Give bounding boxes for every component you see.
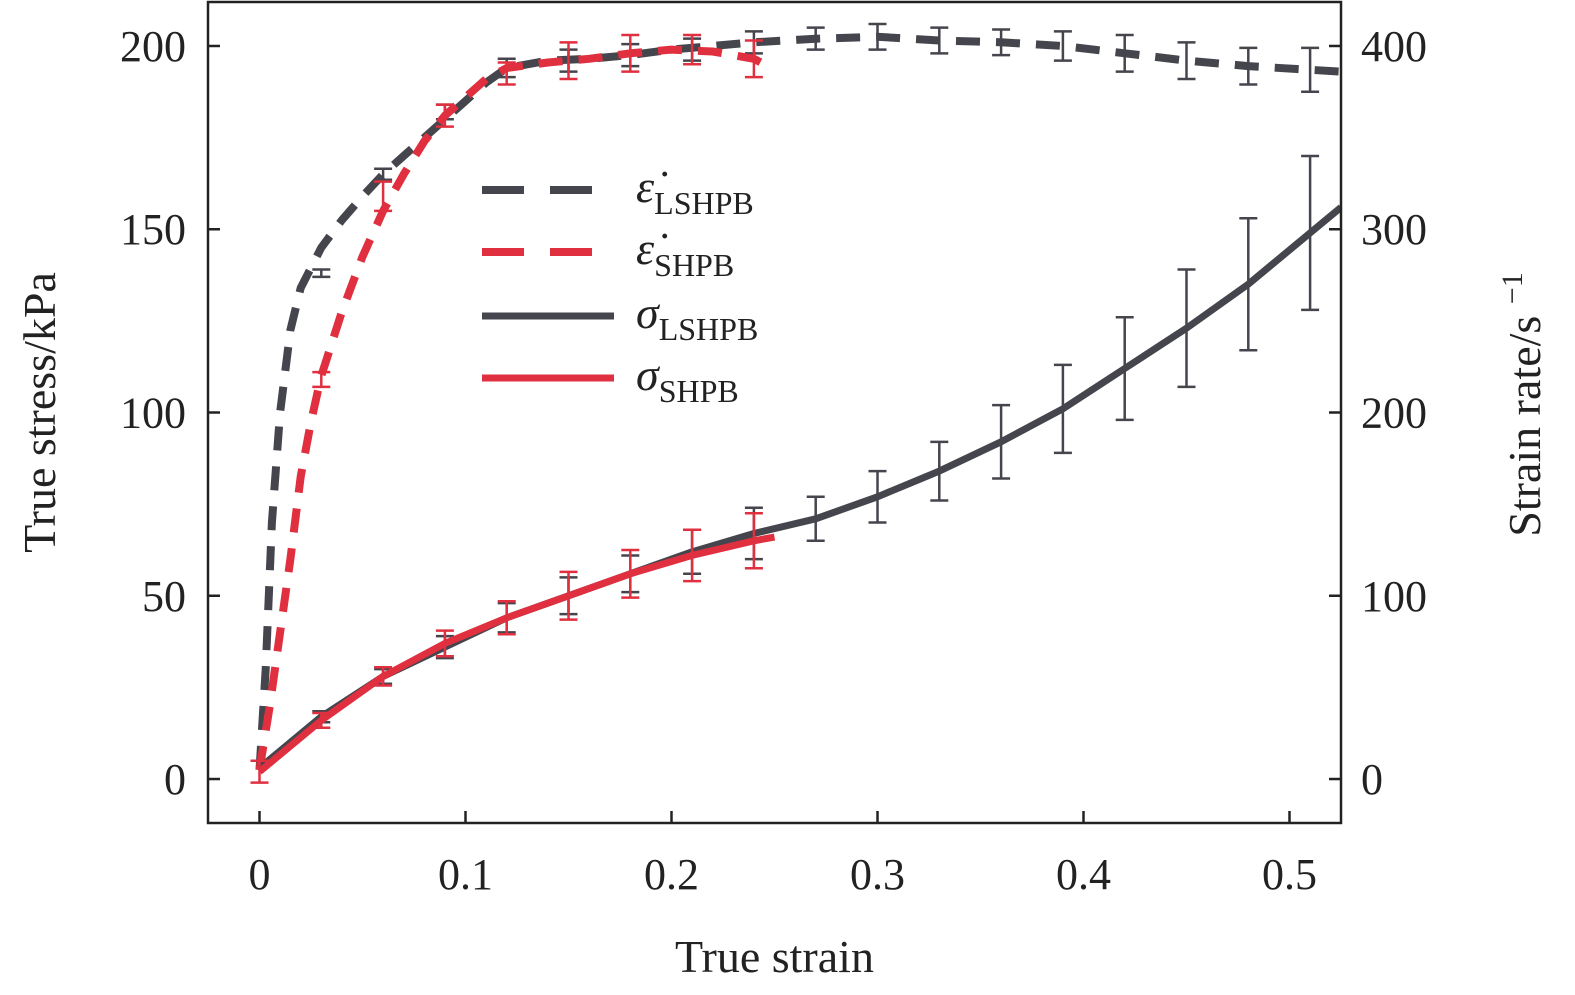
legend-symbol: σ xyxy=(636,287,661,338)
error-bar-strain-rate-lshpb xyxy=(1301,46,1320,94)
plot-frame xyxy=(206,0,1343,825)
error-bar-stress-shpb xyxy=(250,759,269,784)
error-bar-stress-lshpb xyxy=(930,440,949,502)
series-line-strain-rate-shpb xyxy=(255,45,767,771)
error-bar-strain-rate-shpb xyxy=(744,39,763,79)
x-tick-label: 0 xyxy=(249,850,271,899)
error-bar-stress-shpb xyxy=(559,570,578,621)
y-left-tick-label: 200 xyxy=(120,22,186,71)
error-bar-stress-lshpb xyxy=(1239,216,1258,352)
error-bar-strain-rate-shpb xyxy=(312,370,331,389)
error-bar-stress-shpb xyxy=(683,528,702,583)
legend-subscript: SHPB xyxy=(654,247,734,283)
legend-subscript: LSHPB xyxy=(654,185,754,221)
y-right-tick-label: 0 xyxy=(1361,755,1383,804)
legend-subscript: LSHPB xyxy=(659,311,759,347)
legend-item-stress-lshpb: σLSHPB xyxy=(482,287,758,347)
y-right-tick-label: 300 xyxy=(1361,205,1427,254)
legend-subscript: SHPB xyxy=(659,373,739,409)
error-bar-strain-rate-lshpb xyxy=(868,22,887,51)
legend-label: ε̇SHPB xyxy=(636,223,734,283)
error-bar-strain-rate-lshpb xyxy=(930,26,949,55)
error-bar-strain-rate-lshpb xyxy=(992,28,1011,57)
y-axis-right-title: Strain rate/s −1 xyxy=(1496,272,1550,536)
x-axis-title: True strain xyxy=(675,931,874,982)
y-left-tick-label: 0 xyxy=(164,755,186,804)
error-bar-stress-lshpb xyxy=(992,403,1011,480)
y-right-tick-label: 100 xyxy=(1361,572,1427,621)
error-bar-stress-lshpb xyxy=(806,495,825,543)
legend-label: ε̇LSHPB xyxy=(636,161,754,221)
series-stress-lshpb xyxy=(257,154,1341,771)
x-tick-label: 0.5 xyxy=(1262,850,1317,899)
y-right-tick-label: 200 xyxy=(1361,389,1427,438)
y-left-tick-label: 50 xyxy=(142,572,186,621)
error-bar-strain-rate-shpb xyxy=(559,41,578,81)
series-strain-rate-lshpb xyxy=(255,22,1341,771)
y-axis-left-title: True stress/kPa xyxy=(14,272,65,553)
legend-label: σLSHPB xyxy=(636,287,758,347)
y-axis-right-title-text: Strain rate/s xyxy=(1499,316,1550,537)
error-bar-strain-rate-shpb xyxy=(374,180,393,213)
series-line-stress-shpb xyxy=(257,533,776,775)
error-bar-strain-rate-shpb xyxy=(683,33,702,66)
error-bar-stress-shpb xyxy=(497,600,516,636)
error-bar-stress-shpb xyxy=(435,629,454,658)
axes: 0 0.1 0.2 0.3 0.4 0.5 0 50 100 150 200 0 100 200 300 40… xyxy=(120,22,1427,899)
legend-item-stress-shpb: σSHPB xyxy=(482,349,739,409)
error-bar-strain-rate-lshpb xyxy=(374,167,393,182)
error-bar-stress-shpb xyxy=(374,665,393,687)
series-strain-rate-shpb xyxy=(255,33,767,771)
series-stress-shpb xyxy=(250,512,776,784)
error-bar-strain-rate-lshpb xyxy=(1115,33,1134,73)
series-line-strain-rate-lshpb xyxy=(255,32,1341,771)
error-bar-stress-lshpb xyxy=(868,469,887,524)
y-left-tick-label: 150 xyxy=(120,205,186,254)
error-bar-stress-lshpb xyxy=(1177,268,1196,389)
error-bar-strain-rate-shpb xyxy=(435,103,454,128)
error-bar-strain-rate-lshpb xyxy=(1239,46,1258,86)
error-bar-stress-shpb xyxy=(744,512,763,570)
x-tick-label: 0.1 xyxy=(438,850,493,899)
x-tick-label: 0.2 xyxy=(644,850,699,899)
error-bar-stress-lshpb xyxy=(1053,363,1072,455)
legend-item-strain-rate-shpb: ε̇SHPB xyxy=(482,223,734,283)
x-tick-label: 0.4 xyxy=(1056,850,1111,899)
plot-marks xyxy=(250,22,1341,784)
error-bar-strain-rate-lshpb xyxy=(312,268,331,279)
y-left-tick-label: 100 xyxy=(120,389,186,438)
error-bar-strain-rate-shpb xyxy=(497,61,516,86)
error-bar-stress-shpb xyxy=(621,548,640,599)
error-bar-strain-rate-lshpb xyxy=(1053,30,1072,62)
error-bar-stress-lshpb xyxy=(1115,315,1134,422)
error-bar-stress-shpb xyxy=(312,711,331,729)
legend-item-strain-rate-lshpb: ε̇LSHPB xyxy=(482,161,754,221)
y-axis-right-title-superscript: −1 xyxy=(1496,272,1529,304)
error-bar-strain-rate-lshpb xyxy=(1177,41,1196,81)
legend-symbol: σ xyxy=(636,349,661,400)
series-line-stress-lshpb xyxy=(257,204,1341,771)
y-right-tick-label: 400 xyxy=(1361,22,1427,71)
legend-label: σSHPB xyxy=(636,349,739,409)
x-tick-label: 0.3 xyxy=(850,850,905,899)
error-bar-strain-rate-shpb xyxy=(621,33,640,73)
error-bar-strain-rate-lshpb xyxy=(806,26,825,51)
error-bar-stress-lshpb xyxy=(1301,154,1320,312)
